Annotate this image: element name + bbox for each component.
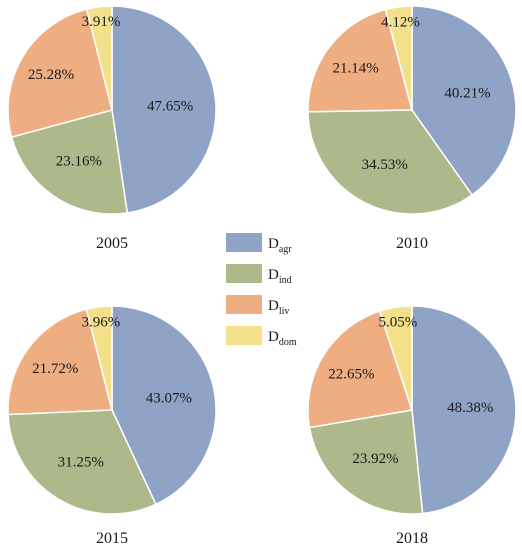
pie-slice-dom [85, 305, 113, 411]
pie-slice-liv [307, 8, 413, 113]
slice-label-dom: 3.91% [82, 14, 121, 30]
pie-slice-dom [378, 305, 413, 411]
slice-label-agr: 48.38% [447, 400, 493, 416]
slice-label-liv: 22.65% [328, 367, 374, 383]
slice-label-liv: 21.14% [332, 60, 378, 76]
slice-label-ind: 34.53% [362, 157, 408, 173]
pie-slice-liv [307, 310, 413, 429]
pie-slice-ind [308, 409, 424, 515]
pie-slice-agr [411, 5, 517, 196]
slice-label-liv: 21.72% [32, 361, 78, 377]
slice-label-liv: 25.28% [28, 67, 74, 83]
legend-label-liv: Dliv [268, 298, 289, 317]
pie-slice-ind [307, 109, 474, 215]
slice-label-dom: 3.96% [82, 314, 121, 330]
slice-label-agr: 43.07% [146, 390, 192, 406]
slice-label-dom: 5.05% [379, 315, 418, 331]
pie-2018: 48.38% 23.92% 22.65% 5.05% 2018 [307, 305, 517, 547]
pie-slice-ind [10, 109, 129, 215]
pie-slice-dom [85, 5, 113, 111]
slice-label-agr: 40.21% [444, 85, 490, 101]
pie-slice-agr [111, 305, 217, 506]
pie-slice-dom [384, 5, 413, 111]
slice-label-ind: 31.25% [58, 455, 104, 471]
pie-slice-ind [7, 409, 157, 515]
slice-label-agr: 47.65% [147, 99, 193, 115]
pie-2010: 40.21% 34.53% 21.14% 4.12% 2010 [307, 5, 517, 252]
legend-label-agr: Dagr [268, 236, 292, 255]
pie-2015: 43.07% 31.25% 21.72% 3.96% 2015 [7, 305, 217, 547]
pie-slice-agr [111, 5, 217, 214]
pie-title: 2005 [96, 235, 128, 252]
legend-swatch-dom [226, 326, 262, 345]
legend: Dagr Dind Dliv Ddom [226, 233, 297, 348]
pie-title: 2010 [396, 235, 428, 252]
slice-label-ind: 23.92% [352, 451, 398, 467]
pie-title: 2015 [96, 530, 128, 547]
legend-label-ind: Dind [268, 267, 292, 286]
legend-swatch-agr [226, 233, 262, 252]
legend-swatch-liv [226, 295, 262, 314]
pie-slice-liv [7, 8, 113, 138]
legend-swatch-ind [226, 264, 262, 283]
pie-2005: 47.65% 23.16% 25.28% 3.91% 2005 [7, 5, 217, 252]
pie-slice-liv [7, 308, 113, 416]
slice-label-dom: 4.12% [381, 14, 420, 30]
slice-label-ind: 23.16% [56, 154, 102, 170]
legend-label-dom: Ddom [268, 329, 297, 348]
pie-slice-agr [411, 305, 517, 515]
pie-title: 2018 [396, 530, 428, 547]
